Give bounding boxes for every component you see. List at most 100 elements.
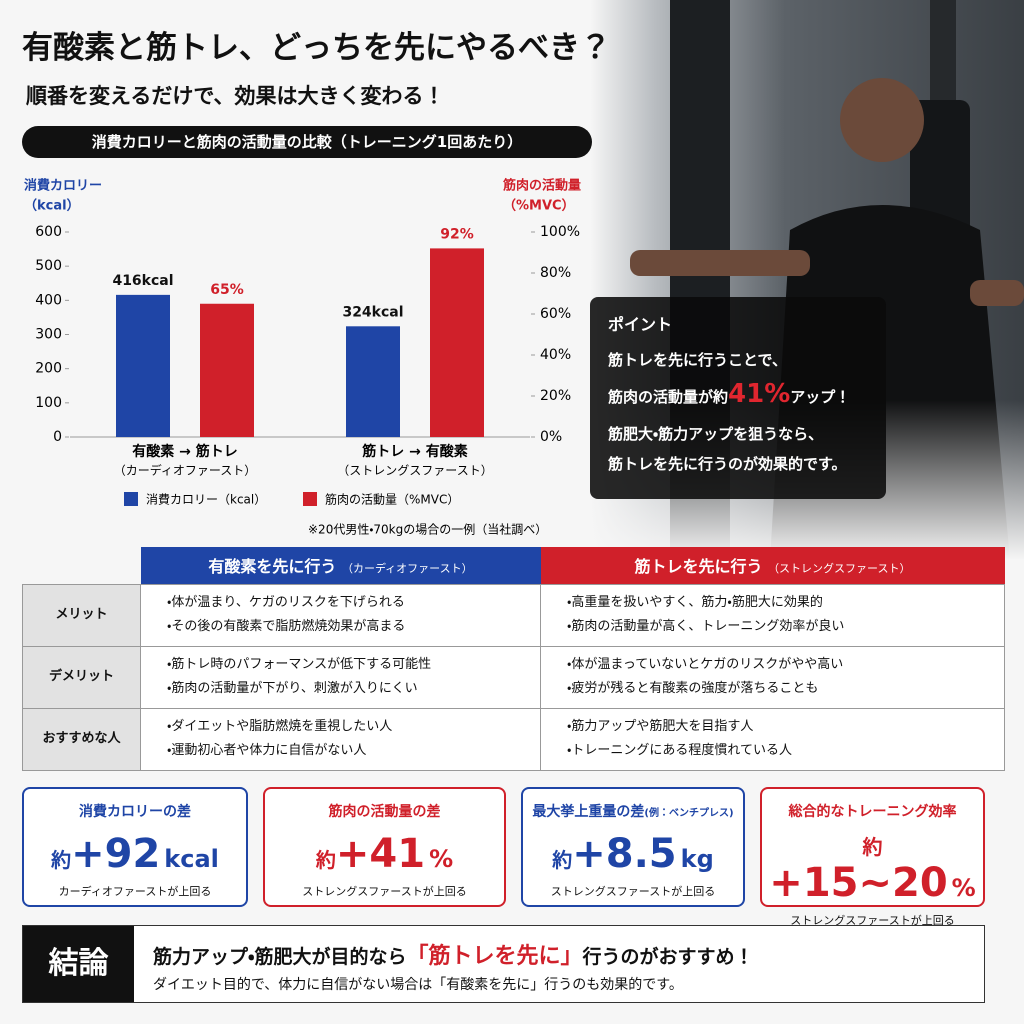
row-label: おすすめな人: [22, 707, 141, 771]
table-header: 有酸素を先に行う （カーディオファースト） 筋トレを先に行う （ストレングスファ…: [23, 547, 1005, 584]
conclusion: 結論 筋力アップ・筋肥大が目的なら「筋トレを先に」行うのがおすすめ！ ダイエット…: [22, 925, 985, 1003]
conclusion-label: 結論: [23, 926, 134, 1002]
y2-tick-label: 100%: [540, 224, 580, 240]
value-label: 92%: [440, 226, 474, 242]
y-axis-label: 消費カロリー: [24, 178, 102, 194]
y-tick-label: 200: [35, 361, 62, 377]
card-prefix: 約: [862, 835, 883, 859]
point-title: ポイント: [608, 315, 673, 334]
card-value: 約+15~20%: [762, 831, 983, 906]
x-tick-label: 筋トレ → 有酸素: [362, 443, 467, 460]
cell-bullet: ・筋トレ時のパフォーマンスが低下する可能性: [167, 657, 432, 672]
y2-axis-label: （%MVC）: [503, 198, 575, 214]
card-unit: %: [951, 874, 976, 902]
point-text: 筋トレを先に行うことで、: [608, 351, 787, 369]
card-title: 筋肉の活動量の差: [265, 801, 504, 821]
conclusion-text: 行うのがおすすめ！: [582, 946, 754, 968]
cell-bullet: ・筋肉の活動量が高く、トレーニング効率が良い: [567, 619, 845, 634]
row-label: デメリット: [22, 645, 141, 709]
stat-card: 筋肉の活動量の差 約+41% ストレングスファーストが上回る: [263, 787, 506, 907]
x-tick-sublabel: （カーディオファースト）: [114, 463, 257, 478]
title: 有酸素と筋トレ、どっちを先にやるべき？: [22, 30, 611, 66]
card-title: 最大挙上重量の差(例：ベンチプレス): [523, 801, 743, 821]
y-tick-label: 0: [53, 429, 62, 445]
bar: [200, 303, 254, 437]
point-text: 筋肉の活動量が約41%アップ！: [608, 379, 868, 409]
card-note: ストレングスファーストが上回る: [790, 914, 955, 927]
header-cell: 筋トレを先に行う （ストレングスファースト）: [540, 547, 1005, 584]
card-title-text: 総合的なトレーニング効率: [788, 804, 957, 820]
table-row: メリット ・体が温まり、ケガのリスクを下げられる ・その後の有酸素で脂肪燃焼効果が高…: [22, 583, 1005, 647]
y-axis-label: （kcal）: [24, 198, 80, 214]
bar: [430, 248, 484, 437]
point-text: アップ！: [790, 388, 851, 406]
cell-bullet: ・ダイエットや脂肪燃焼を重視したい人: [167, 719, 393, 734]
cell-bullet: ・高重量を扱いやすく、筋力・筋肥大に効果的: [567, 595, 823, 610]
cell-bullet: ・体が温まっていないとケガのリスクがやや高い: [567, 657, 844, 672]
card-title-text: 消費カロリーの差: [79, 804, 191, 820]
legend-swatch: [303, 492, 317, 506]
chart: 消費カロリー（kcal）筋肉の活動量（%MVC）0100200300400500…: [24, 178, 581, 537]
table-cell: ・ダイエットや脂肪燃焼を重視したい人 ・運動初心者や体力に自信がない人: [140, 707, 541, 771]
table-cell: ・体が温まり、ケガのリスクを下げられる ・その後の有酸素で脂肪燃焼効果が高まる: [140, 583, 541, 647]
y2-axis-label: 筋肉の活動量: [502, 178, 581, 194]
card-prefix: 約: [552, 848, 573, 872]
point-box: ポイント 筋トレを先に行うことで、 筋肉の活動量が約41%アップ！ 筋肥大・筋力…: [590, 297, 886, 499]
conclusion-emphasis: 「筋トレを先に」: [406, 944, 583, 969]
conclusion-line2: ダイエット目的で、体力に自信がない場合は「有酸素を先に」行うのも効果的です。: [153, 977, 683, 993]
y-tick-label: 300: [35, 327, 62, 343]
y2-tick-label: 20%: [540, 388, 571, 404]
card-number: +15~20: [769, 860, 948, 906]
cell-bullet: ・体が温まり、ケガのリスクを下げられる: [167, 595, 405, 610]
header-cell: 有酸素を先に行う （カーディオファースト）: [140, 547, 541, 584]
cell-bullet: ・トレーニングにある程度慣れている人: [567, 743, 793, 758]
card-title: 消費カロリーの差: [24, 801, 246, 821]
card-number: +8.5: [572, 831, 677, 877]
card-unit: %: [429, 845, 454, 873]
card-value: 約+92 kcal: [24, 831, 246, 877]
cell-bullet: ・疲労が残ると有酸素の強度が落ちることも: [567, 681, 819, 696]
corner: [23, 547, 141, 584]
card-prefix: 約: [315, 848, 336, 872]
chart-title: 消費カロリーと筋肉の活動量の比較（トレーニング1回あたり）: [22, 126, 592, 158]
header-sub: （ストレングスファースト）: [768, 562, 911, 576]
x-tick-label: 有酸素 → 筋トレ: [132, 443, 237, 460]
conclusion-line: 筋力アップ・筋肥大が目的なら「筋トレを先に」行うのがおすすめ！: [153, 938, 754, 970]
cell-bullet: ・運動初心者や体力に自信がない人: [167, 743, 367, 758]
value-label: 324kcal: [342, 304, 403, 320]
card-title: 総合的なトレーニング効率: [762, 801, 983, 821]
card-title-text: 筋肉の活動量の差: [328, 804, 441, 820]
y-tick-label: 600: [35, 224, 62, 240]
table-row: デメリット ・筋トレ時のパフォーマンスが低下する可能性 ・筋肉の活動量が下がり、刺激…: [22, 645, 1005, 709]
legend-swatch: [124, 492, 138, 506]
cell-bullet: ・その後の有酸素で脂肪燃焼効果が高まる: [167, 619, 406, 634]
bar: [116, 294, 170, 437]
table-cell: ・高重量を扱いやすく、筋力・筋肥大に効果的・筋肉の活動量が高く、トレーニング効率…: [540, 583, 1005, 647]
card-note: ストレングスファーストが上回る: [550, 885, 716, 898]
conclusion-text: 筋力アップ・筋肥大が目的なら: [153, 946, 407, 968]
y-tick-label: 500: [35, 258, 62, 274]
header-title: 有酸素を先に行う: [208, 557, 337, 577]
y2-tick-label: 40%: [540, 347, 571, 363]
stat-card: 消費カロリーの差約+92 kcal カーディオファーストが上回る: [22, 787, 248, 907]
table-body: メリット ・体が温まり、ケガのリスクを下げられる ・その後の有酸素で脂肪燃焼効果が高…: [22, 583, 1005, 771]
cell-bullet: ・筋肉の活動量が下がり、刺激が入りにくい: [167, 681, 418, 696]
row-label: メリット: [22, 583, 141, 647]
card-note: カーディオファーストが上回る: [58, 885, 212, 898]
stat-card: 最大挙上重量の差(例：ベンチプレス) 約+8.5 kg ストレングスファーストが上回る: [521, 787, 745, 907]
x-tick-sublabel: （ストレングスファースト）: [337, 464, 492, 478]
header-sub: （カーディオファースト）: [341, 562, 473, 576]
comparison-table: 有酸素を先に行う （カーディオファースト） 筋トレを先に行う （ストレングスファ…: [22, 547, 1005, 771]
table-cell: ・筋力アップや筋肥大を目指す人 ・トレーニングにある程度慣れている人: [540, 707, 1005, 771]
y-tick-label: 100: [35, 395, 62, 411]
point-text: 筋トレを先に行うのが効果的です。: [608, 455, 847, 473]
legend-label: 筋肉の活動量（%MVC）: [325, 492, 459, 507]
bar: [346, 326, 400, 437]
point-text: 筋肥大・筋力アップを狙うなら、: [608, 425, 824, 443]
card-title-text: 最大挙上重量の差: [532, 804, 645, 820]
card-number: +41: [335, 831, 426, 877]
table-cell: ・体が温まっていないとケガのリスクがやや高い ・疲労が残ると有酸素の強度が落ちるこ…: [540, 645, 1005, 709]
table-cell: ・筋トレ時のパフォーマンスが低下する可能性 ・筋肉の活動量が下がり、刺激が入りにく…: [140, 645, 541, 709]
value-label: 416kcal: [112, 273, 173, 289]
